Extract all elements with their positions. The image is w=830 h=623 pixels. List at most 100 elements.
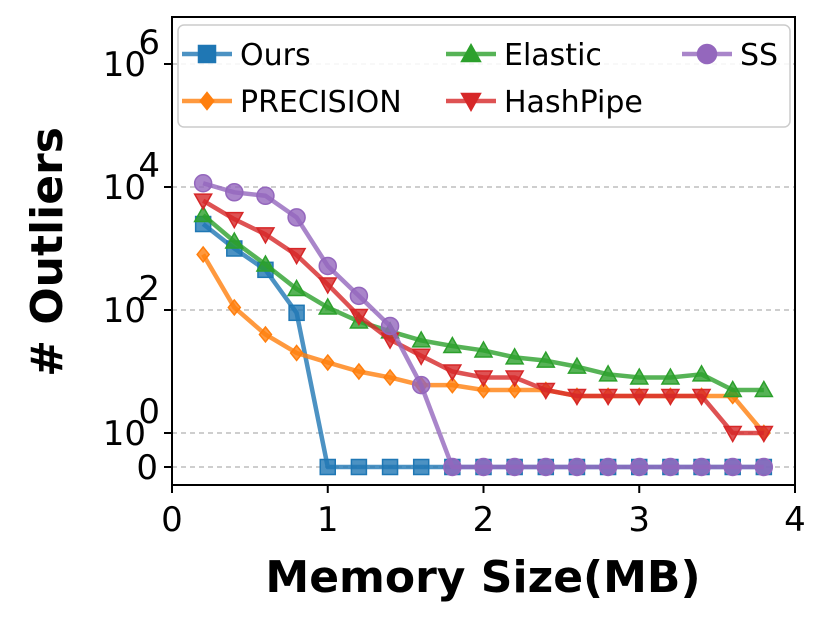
data-point: [536, 382, 556, 401]
data-point: [505, 457, 524, 477]
data-point: [349, 308, 369, 326]
data-point: [722, 425, 743, 444]
series-ss: [193, 174, 774, 477]
data-point: [754, 379, 774, 398]
data-point: [598, 364, 618, 382]
data-point: [411, 330, 431, 348]
data-point: [287, 208, 306, 227]
y-tick-label: 0: [136, 448, 158, 488]
data-point: [629, 388, 650, 406]
data-point: [629, 367, 650, 385]
data-point: [411, 348, 431, 366]
data-point: [473, 370, 494, 388]
legend-box: [177, 24, 791, 128]
data-point: [318, 256, 337, 276]
data-point: [351, 362, 366, 381]
data-point: [691, 364, 712, 382]
y-tick-exponent: 2: [138, 269, 160, 309]
x-axis: 0 1 2 3 4: [161, 485, 806, 540]
data-point: [193, 174, 213, 193]
data-point: [691, 388, 712, 406]
legend-item-ss: SS: [682, 38, 778, 73]
data-point: [258, 325, 273, 344]
y-tick-label: 10: [103, 168, 146, 208]
data-point: [445, 376, 460, 394]
data-point: [473, 340, 494, 358]
data-point: [474, 457, 493, 477]
data-point: [196, 245, 211, 264]
data-point: [754, 457, 774, 477]
data-point: [289, 344, 304, 362]
y-tick-exponent: 0: [138, 392, 160, 432]
data-point: [598, 388, 618, 406]
x-tick-label: 3: [628, 500, 650, 540]
legend-item-precision: PRECISION: [182, 85, 402, 120]
data-point: [507, 381, 522, 399]
x-tick-label: 0: [161, 500, 183, 540]
legend-marker: [197, 44, 217, 64]
legend-item-elastic: Elastic: [446, 38, 602, 73]
data-point: [286, 278, 307, 297]
data-point: [692, 457, 711, 477]
data-point: [224, 231, 245, 249]
legend-label: Ours: [240, 38, 311, 73]
data-point: [754, 425, 774, 444]
data-point: [504, 347, 525, 365]
data-point: [380, 316, 400, 336]
data-point: [536, 457, 556, 477]
series-elastic: [193, 205, 774, 398]
data-point: [383, 368, 398, 387]
data-point: [411, 375, 431, 395]
y-tick-label: 10: [103, 45, 146, 85]
data-point: [193, 205, 213, 223]
data-point: [442, 364, 463, 382]
data-point: [225, 183, 244, 202]
data-point: [722, 379, 743, 398]
legend-label: Elastic: [504, 38, 602, 73]
series-line: [202, 181, 764, 470]
series-group: [193, 174, 774, 477]
y-tick-label: 10: [103, 414, 146, 454]
data-point: [349, 286, 369, 306]
data-point: [443, 457, 462, 477]
legend-label: HashPipe: [504, 85, 643, 120]
data-point: [381, 458, 399, 476]
data-point: [723, 457, 742, 477]
data-point: [255, 254, 276, 272]
data-point: [442, 335, 463, 354]
data-point: [227, 298, 242, 317]
series-hashpipe: [193, 193, 774, 444]
x-tick-label: 4: [784, 500, 806, 540]
data-point: [567, 356, 587, 374]
data-point: [567, 457, 587, 477]
data-point: [350, 458, 368, 476]
data-point: [286, 247, 307, 266]
y-tick-exponent: 6: [138, 23, 160, 63]
y-tick-exponent: 4: [138, 146, 160, 186]
data-point: [536, 350, 556, 368]
legend-item-ours: Ours: [182, 38, 311, 73]
legend-item-hashpipe: HashPipe: [446, 85, 643, 120]
data-point: [660, 367, 681, 385]
data-point: [661, 457, 680, 477]
data-point: [256, 186, 275, 206]
data-point: [476, 381, 491, 399]
legend-marker: [696, 43, 718, 65]
data-point: [567, 388, 587, 406]
legend-label: PRECISION: [240, 85, 402, 120]
data-point: [660, 388, 681, 406]
y-tick-label: 10: [103, 291, 146, 331]
y-axis-title: # Outliers: [22, 127, 73, 377]
legend-marker: [460, 42, 482, 63]
data-point: [193, 193, 213, 211]
data-point: [319, 458, 336, 476]
legend-marker: [460, 92, 482, 113]
legend: Ours PRECISION Elastic HashPipe SS: [177, 24, 791, 128]
data-point: [224, 211, 245, 230]
data-point: [255, 227, 276, 245]
data-point: [288, 304, 305, 322]
data-point: [317, 297, 338, 315]
data-point: [317, 277, 338, 295]
